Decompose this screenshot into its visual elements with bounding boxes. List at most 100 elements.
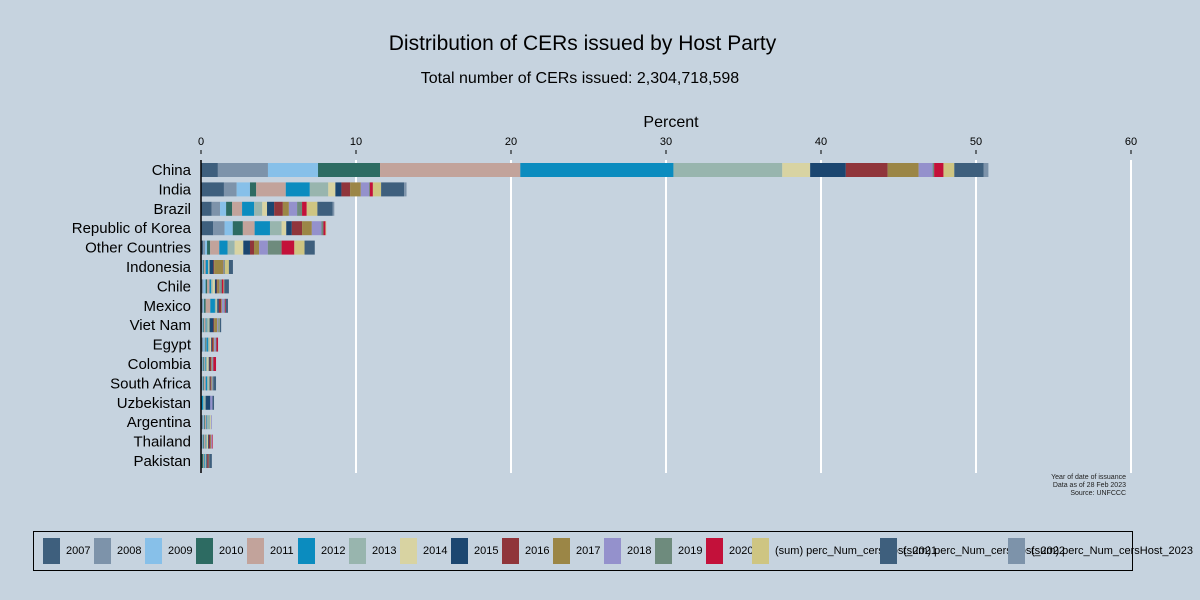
bar-segment <box>202 260 204 274</box>
bar-segment <box>220 279 222 294</box>
bar-segment <box>227 240 235 255</box>
bar-segment <box>201 298 204 313</box>
bar-segment <box>226 201 233 216</box>
y-tick-label: Thailand <box>133 434 191 451</box>
bar-segment <box>214 318 218 333</box>
bar-segment <box>369 182 373 197</box>
bar-segment <box>209 357 212 371</box>
bar-segment <box>206 415 208 430</box>
bar-segment <box>203 298 205 313</box>
bar-segment <box>983 163 989 177</box>
bar-segment <box>267 163 319 177</box>
bar-segment <box>232 201 243 216</box>
bar-segment <box>281 221 287 236</box>
bar-segment <box>224 221 233 236</box>
bar-segment <box>204 454 207 468</box>
legend-swatch <box>880 538 897 564</box>
bar-segment <box>228 260 233 274</box>
legend-label: 2020 <box>729 545 754 557</box>
bar-segment <box>318 163 381 177</box>
bar-segment <box>203 376 205 391</box>
y-tick-label: Pakistan <box>133 453 191 470</box>
bar-segment <box>380 163 521 177</box>
legend-label: 2009 <box>168 545 193 557</box>
note-line: Source: UNFCCC <box>1070 490 1126 497</box>
bar-segment <box>220 201 227 216</box>
y-tick-label: Uzbekistan <box>117 395 191 412</box>
bar-segment <box>211 337 214 352</box>
bar-segment <box>887 163 919 177</box>
legend-label: 2008 <box>117 545 142 557</box>
bar-segment <box>242 221 255 236</box>
bar-segment <box>213 221 225 236</box>
bar-segment <box>204 357 205 371</box>
bar-segment <box>267 240 282 255</box>
bar-segment <box>360 182 370 197</box>
bar-segment <box>205 376 208 391</box>
bar-segment <box>223 260 225 274</box>
legend-swatch <box>752 538 769 564</box>
bar-segment <box>369 182 370 197</box>
legend-swatch <box>400 538 417 564</box>
x-tick-label: 40 <box>815 136 827 148</box>
bar-segment <box>209 279 212 294</box>
bar-segment <box>209 260 214 274</box>
legend-swatch <box>553 538 570 564</box>
bar-segment <box>224 260 226 274</box>
bar-segment <box>204 376 206 391</box>
legend-label: 2019 <box>678 545 703 557</box>
bar-segment <box>309 182 329 197</box>
legend-label: 2015 <box>474 545 499 557</box>
bar-segment <box>211 357 213 371</box>
legend-swatch <box>502 538 519 564</box>
legend-swatch <box>247 538 264 564</box>
bar-segment <box>206 337 208 352</box>
bar-segment <box>934 163 944 177</box>
bar-segment <box>205 434 207 449</box>
bar-segment <box>211 376 213 391</box>
bar-segment <box>223 182 237 197</box>
bar-segment <box>216 298 218 313</box>
bar-segment <box>219 279 221 294</box>
bar-segment <box>213 318 215 333</box>
bar-segment <box>205 357 208 371</box>
bar-segment <box>211 201 221 216</box>
bar-segment <box>217 318 219 333</box>
bar-segment <box>204 415 207 430</box>
bar-segment <box>782 163 811 177</box>
bar-segment <box>224 298 226 313</box>
bar-segment <box>207 337 210 352</box>
legend-swatch <box>706 538 723 564</box>
chart-note: Year of date of issuance Data as of 28 F… <box>1051 474 1126 498</box>
bar-segment <box>207 357 209 371</box>
chart-subtitle: Total number of CERs issued: 2,304,718,5… <box>420 70 740 87</box>
legend-label: 2016 <box>525 545 550 557</box>
bar-segment <box>918 163 933 177</box>
bar-segment <box>203 415 205 430</box>
bar-segment <box>810 163 846 177</box>
bar-segment <box>302 201 307 216</box>
bar-segment <box>282 201 289 216</box>
bar-segment <box>218 318 220 333</box>
bar-segment <box>203 337 205 352</box>
bar-segment <box>208 434 211 449</box>
bar-segment <box>317 201 333 216</box>
bar-segment <box>206 318 209 333</box>
legend-label: 2018 <box>627 545 652 557</box>
bar-segment <box>204 454 205 468</box>
bar-segment <box>208 357 210 371</box>
bar-segment <box>311 221 322 236</box>
bar-segment <box>208 260 210 274</box>
bar-segment <box>206 434 208 449</box>
y-tick-label: Viet Nam <box>130 317 191 334</box>
bar-segment <box>234 240 244 255</box>
bar-segment <box>328 182 336 197</box>
bar-segment <box>201 454 204 468</box>
y-tick-label: India <box>158 181 191 198</box>
bar-segment <box>209 454 212 468</box>
bar-segment <box>207 454 209 468</box>
x-axis-title: Percent <box>643 114 699 131</box>
bar-segment <box>297 201 303 216</box>
bar-segment <box>201 357 203 371</box>
bar-segment <box>218 298 222 313</box>
